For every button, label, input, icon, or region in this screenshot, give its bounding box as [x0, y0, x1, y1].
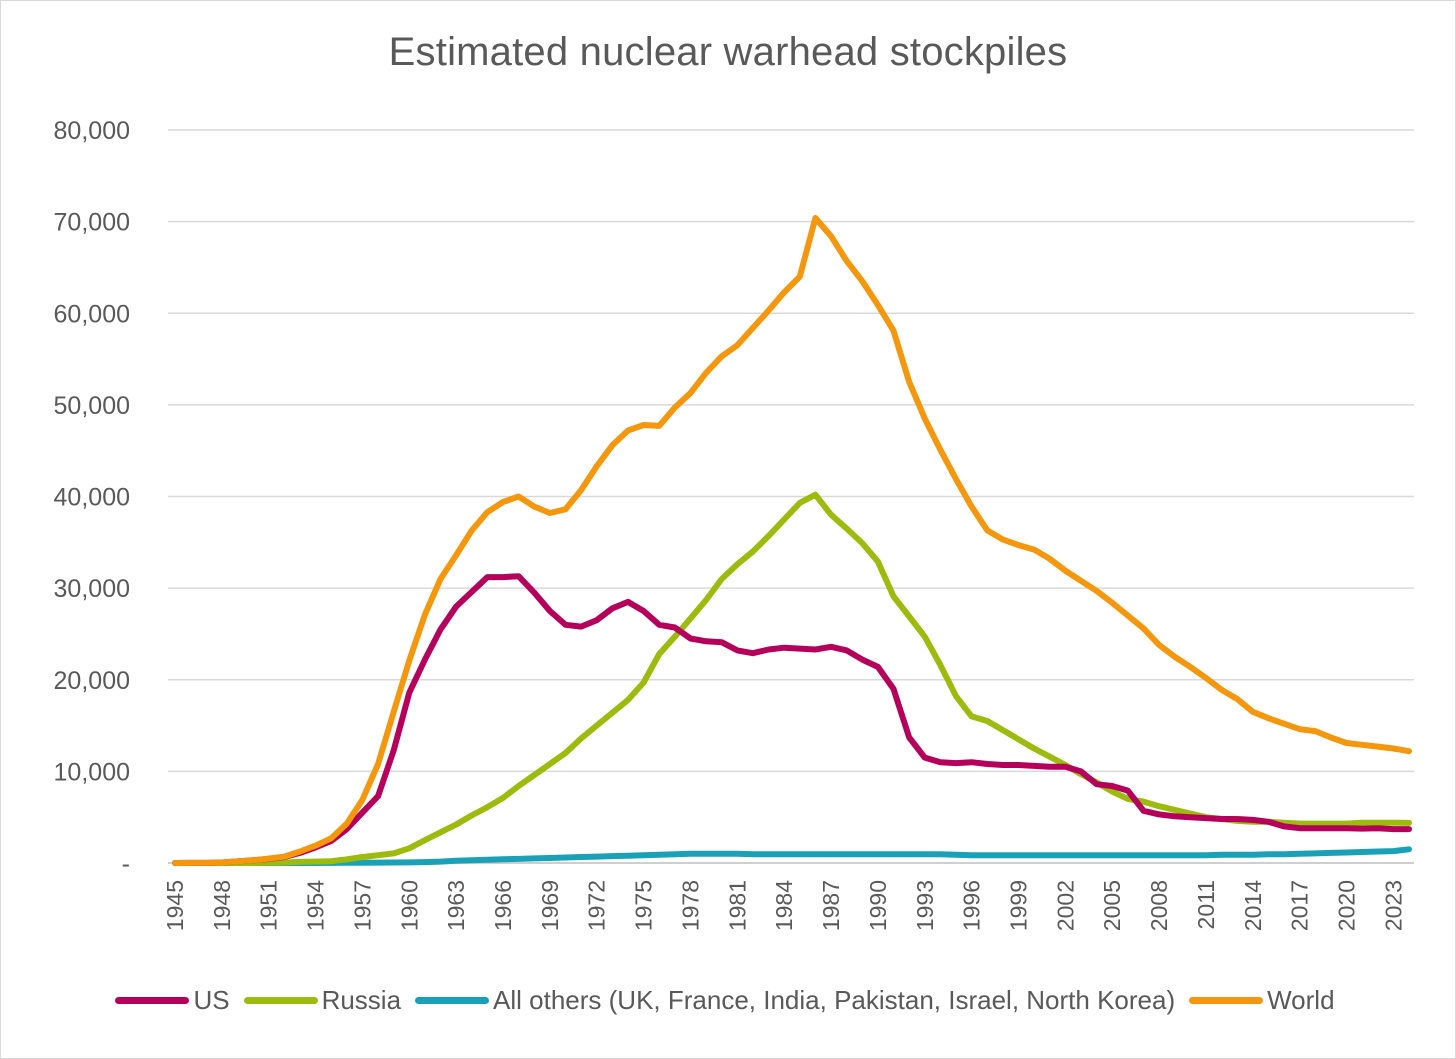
chart-title: Estimated nuclear warhead stockpiles [388, 30, 1068, 74]
legend-swatch [1189, 997, 1264, 1004]
x-tick-label: 1978 [677, 880, 703, 931]
x-tick-label: 1999 [1005, 880, 1031, 931]
x-tick-label: 1951 [256, 880, 282, 931]
x-tick-label: 1987 [818, 880, 844, 931]
series-line-us [172, 573, 1412, 866]
x-tick-label: 1954 [303, 880, 329, 931]
x-tick-label: 1996 [959, 880, 985, 931]
y-tick-label: 40,000 [54, 484, 130, 512]
y-tick-label: 10,000 [54, 758, 130, 786]
y-tick-label: 80,000 [54, 117, 130, 145]
legend-label: Russia [321, 985, 402, 1015]
x-tick-label: 1966 [490, 880, 516, 931]
x-tick-label: 1960 [396, 880, 422, 931]
x-tick-label: 1963 [443, 880, 469, 931]
x-tick-label: 2002 [1052, 880, 1078, 931]
legend-label: US [193, 985, 230, 1015]
legend: US Russia All others (UK, France, India, P… [0, 985, 1456, 1016]
x-tick-label: 1969 [537, 880, 563, 931]
y-tick-label: - [122, 850, 130, 878]
x-tick-label: 2014 [1240, 880, 1266, 931]
x-tick-label: 1957 [349, 880, 375, 931]
series-line-all [172, 846, 1412, 866]
legend-label: World [1267, 985, 1335, 1015]
y-tick-label: 60,000 [54, 300, 130, 328]
x-tick-label: 1984 [771, 880, 797, 931]
x-tick-label: 1975 [631, 880, 657, 931]
x-tick-label: 2023 [1380, 880, 1406, 931]
y-tick-label: 70,000 [54, 209, 130, 237]
y-tick-label: 50,000 [54, 392, 130, 420]
legend-swatch [243, 997, 318, 1004]
x-tick-label: 2008 [1146, 880, 1172, 931]
legend-label: All others (UK, France, India, Pakistan,… [493, 985, 1176, 1015]
x-tick-label: 2017 [1287, 880, 1313, 931]
x-tick-label: 1972 [584, 880, 610, 931]
x-tick-label: 1990 [865, 880, 891, 931]
legend-swatch [115, 997, 190, 1004]
legend-item: Russia [243, 985, 402, 1016]
series-line-world [172, 215, 1412, 866]
x-tick-label: 1993 [912, 880, 938, 931]
y-tick-label: 30,000 [54, 575, 130, 603]
x-tick-label: 1945 [162, 880, 188, 931]
x-tick-label: 2011 [1193, 880, 1219, 929]
x-tick-label: 2020 [1334, 880, 1360, 931]
legend-item: World [1189, 985, 1335, 1016]
x-tick-label: 1948 [209, 880, 235, 931]
y-tick-label: 20,000 [54, 667, 130, 695]
x-tick-label: 2005 [1099, 880, 1125, 931]
x-tick-label: 1981 [724, 880, 750, 931]
legend-item: All others (UK, France, India, Pakistan,… [415, 985, 1175, 1016]
legend-swatch [415, 997, 490, 1004]
legend-item: US [115, 985, 230, 1016]
